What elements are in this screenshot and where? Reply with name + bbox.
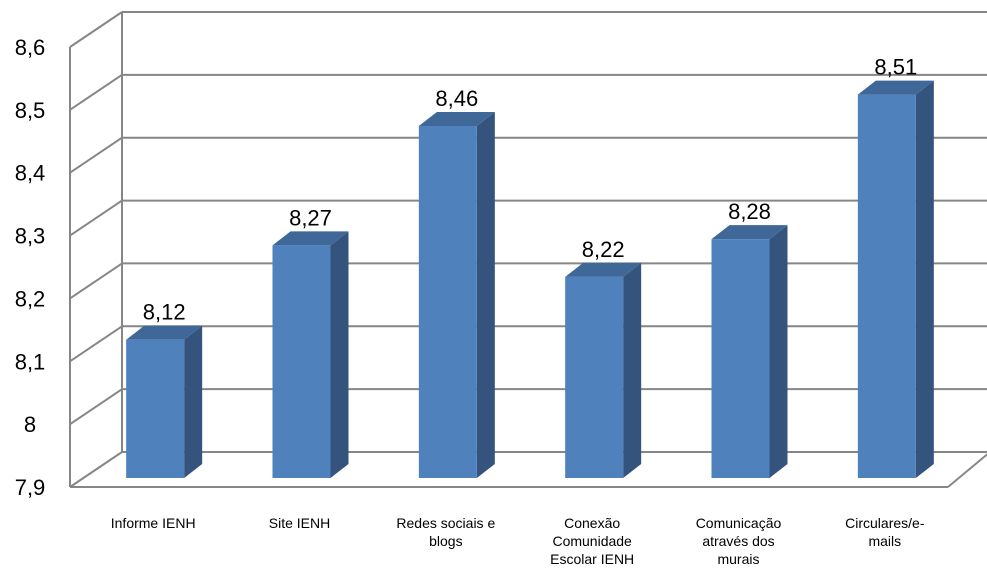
y-tick-label: 7,9 — [15, 475, 46, 500]
data-label: 8,46 — [435, 86, 478, 111]
y-tick-label: 8,2 — [15, 286, 46, 311]
bar — [126, 325, 203, 478]
data-label: 8,22 — [582, 237, 625, 262]
x-category-label: Redes sociais e blogs — [396, 515, 496, 549]
y-tick-label: 8 — [24, 412, 36, 437]
gridline-depth — [69, 11, 123, 48]
floor-right-edge — [947, 453, 987, 488]
gridline-depth — [69, 262, 123, 300]
y-tick-label: 8,3 — [15, 224, 46, 249]
chart-bars — [126, 80, 934, 479]
y-axis-ticks: 7,9 8 8,1 8,2 8,3 8,4 8,5 8,6 — [15, 35, 46, 500]
data-label: 8,51 — [874, 55, 917, 80]
bar-front — [711, 239, 770, 478]
x-category-label: Site IENH — [268, 515, 331, 531]
gridline-depth — [69, 388, 123, 425]
bar-front — [126, 339, 185, 478]
bar — [711, 225, 788, 478]
bar-top — [126, 325, 203, 340]
data-label: 8,28 — [728, 199, 771, 224]
gridline-depth — [69, 136, 123, 174]
x-category-label: Informe IENH — [110, 515, 196, 531]
data-label: 8,27 — [289, 205, 332, 230]
gridline-depth — [69, 451, 123, 488]
bar-side — [476, 112, 495, 478]
bar-top — [418, 112, 495, 126]
bar-side — [623, 262, 642, 478]
bar-top — [711, 225, 788, 240]
chart-grid — [69, 11, 987, 488]
bar-top — [857, 80, 934, 95]
y-tick-label: 8,4 — [15, 161, 46, 186]
gridline-depth — [69, 325, 123, 363]
y-tick-label: 8,1 — [15, 349, 46, 374]
bar-side — [769, 225, 788, 478]
bar — [272, 231, 349, 478]
data-label: 8,12 — [143, 300, 186, 325]
bar-front — [565, 276, 624, 478]
gridline-depth — [69, 199, 123, 237]
bar — [418, 112, 495, 478]
bar-front — [272, 245, 331, 478]
bar — [857, 80, 934, 479]
bar-front — [857, 94, 916, 479]
bar-side — [184, 325, 203, 478]
y-tick-label: 8,6 — [15, 35, 46, 60]
x-category-label: Circulares/e-mails — [845, 515, 925, 549]
bar-top — [565, 262, 642, 277]
x-category-label: Comunicação através dos murais — [695, 515, 782, 567]
data-labels: 8,12 8,27 8,46 8,22 8,28 8,51 — [143, 55, 917, 325]
bar-front — [418, 126, 477, 478]
y-tick-label: 8,5 — [15, 98, 46, 123]
gridline-depth — [69, 74, 123, 111]
bar-top — [272, 231, 349, 246]
x-category-label: Conexão Comunidade Escolar IENH — [550, 515, 635, 567]
bar-side — [915, 80, 934, 479]
bar-side — [330, 231, 349, 478]
bar — [565, 262, 642, 478]
